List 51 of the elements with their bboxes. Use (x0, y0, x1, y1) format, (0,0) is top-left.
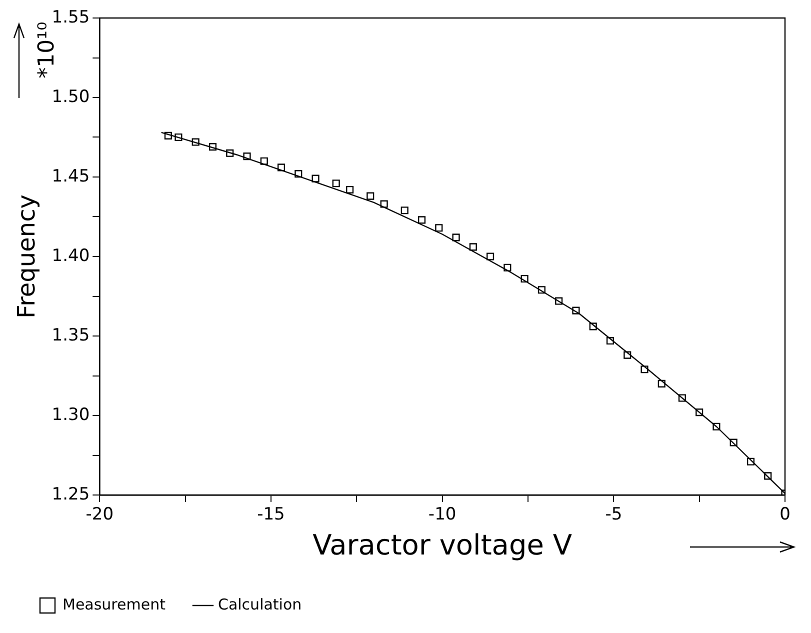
point (366, 192, 374, 200)
point (678, 394, 686, 402)
point (730, 438, 738, 446)
point (658, 380, 666, 388)
x-tick-label: -10 (428, 504, 456, 525)
y-tick-label: 1.50 (52, 86, 90, 107)
point (346, 186, 354, 194)
point (538, 286, 546, 294)
point (572, 306, 580, 314)
point (469, 243, 477, 251)
y-tick-label: 1.35 (52, 325, 90, 346)
y-tick-label: 1.40 (52, 246, 90, 266)
point (312, 174, 320, 182)
x-tick-label: 0 (780, 504, 790, 525)
x-axis-title: Varactor voltage V (312, 528, 572, 562)
point (520, 274, 528, 283)
point (640, 366, 648, 374)
legend-label: Calculation (218, 595, 302, 614)
point (555, 297, 563, 305)
legend-label: Measurement (62, 595, 166, 614)
point (435, 224, 443, 232)
point (192, 138, 200, 146)
y-axis-title: Frequency (12, 194, 41, 318)
point (164, 132, 172, 140)
point (606, 336, 614, 345)
point (746, 458, 755, 466)
point (589, 322, 597, 330)
y-tick-label: 1.45 (52, 166, 90, 186)
point (332, 180, 340, 188)
point (452, 234, 460, 242)
point (696, 408, 704, 416)
point (486, 252, 494, 260)
point (504, 264, 512, 272)
point (277, 164, 286, 172)
point (243, 152, 251, 160)
point (418, 216, 426, 224)
point (260, 157, 268, 165)
point (294, 170, 302, 178)
point (208, 143, 217, 151)
point (400, 206, 408, 214)
point (380, 200, 388, 208)
x-tick-label: -20 (86, 504, 114, 525)
y-tick-label: 1.30 (52, 404, 90, 425)
point (712, 422, 720, 430)
x-tick-label: -5 (605, 504, 622, 525)
x-tick-label: -15 (257, 504, 285, 525)
point (624, 351, 632, 359)
y-tick-label: 1.25 (52, 484, 90, 504)
point (174, 133, 182, 142)
point (226, 149, 234, 157)
point (764, 472, 772, 480)
